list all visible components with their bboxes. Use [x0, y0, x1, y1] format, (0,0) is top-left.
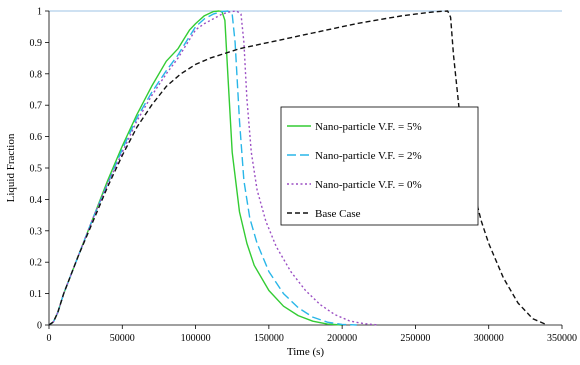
series-line-vf0: [48, 10, 379, 326]
x-tick-label: 200000: [327, 333, 357, 344]
series-line-vf5: [48, 10, 343, 326]
legend-label-vf2: Nano-particle V.F. = 2%: [315, 150, 422, 162]
legend-label-vf0: Nano-particle V.F. = 0%: [315, 179, 422, 191]
x-tick-label: 100000: [181, 333, 211, 344]
x-tick-label: 0: [47, 333, 52, 344]
series-line-base-case: [48, 10, 548, 326]
legend-item-vf5: Nano-particle V.F. = 5%: [287, 121, 422, 133]
series-layer: [48, 10, 548, 326]
y-tick-label: 0.9: [30, 38, 43, 49]
y-tick-label: 0.7: [30, 101, 43, 112]
legend-box: [280, 106, 479, 226]
y-tick-label: 0.3: [30, 226, 43, 237]
legend-item-vf0: Nano-particle V.F. = 0%: [287, 179, 422, 191]
y-tick-label: 0.1: [30, 289, 43, 300]
x-tick-label: 300000: [474, 333, 504, 344]
tick-labels: 0 50000 100000 150000 200000 250000 300000 3500…: [30, 7, 578, 345]
legend-label-base-case: Base Case: [315, 208, 361, 220]
legend: Nano-particle V.F. = 5% Nano-particle V.…: [280, 106, 479, 226]
y-tick-label: 1: [37, 7, 42, 18]
x-axis-title: Time (s): [287, 346, 325, 358]
x-tick-label: 350000: [547, 333, 577, 344]
y-axis-title: Liquid Fraction: [5, 133, 17, 202]
y-tick-label: 0.4: [30, 195, 43, 206]
x-tick-label: 150000: [254, 333, 284, 344]
y-tick-label: 0.2: [30, 258, 43, 269]
x-tick-label: 50000: [110, 333, 135, 344]
y-tick-label: 0.6: [30, 132, 43, 143]
y-tick-label: 0.8: [30, 69, 43, 80]
legend-label-vf5: Nano-particle V.F. = 5%: [315, 121, 422, 133]
x-tick-label: 250000: [400, 333, 430, 344]
y-tick-label: 0: [37, 321, 42, 332]
y-tick-label: 0.5: [30, 164, 43, 175]
legend-item-base-case: Base Case: [287, 208, 361, 220]
legend-item-vf2: Nano-particle V.F. = 2%: [287, 150, 422, 162]
